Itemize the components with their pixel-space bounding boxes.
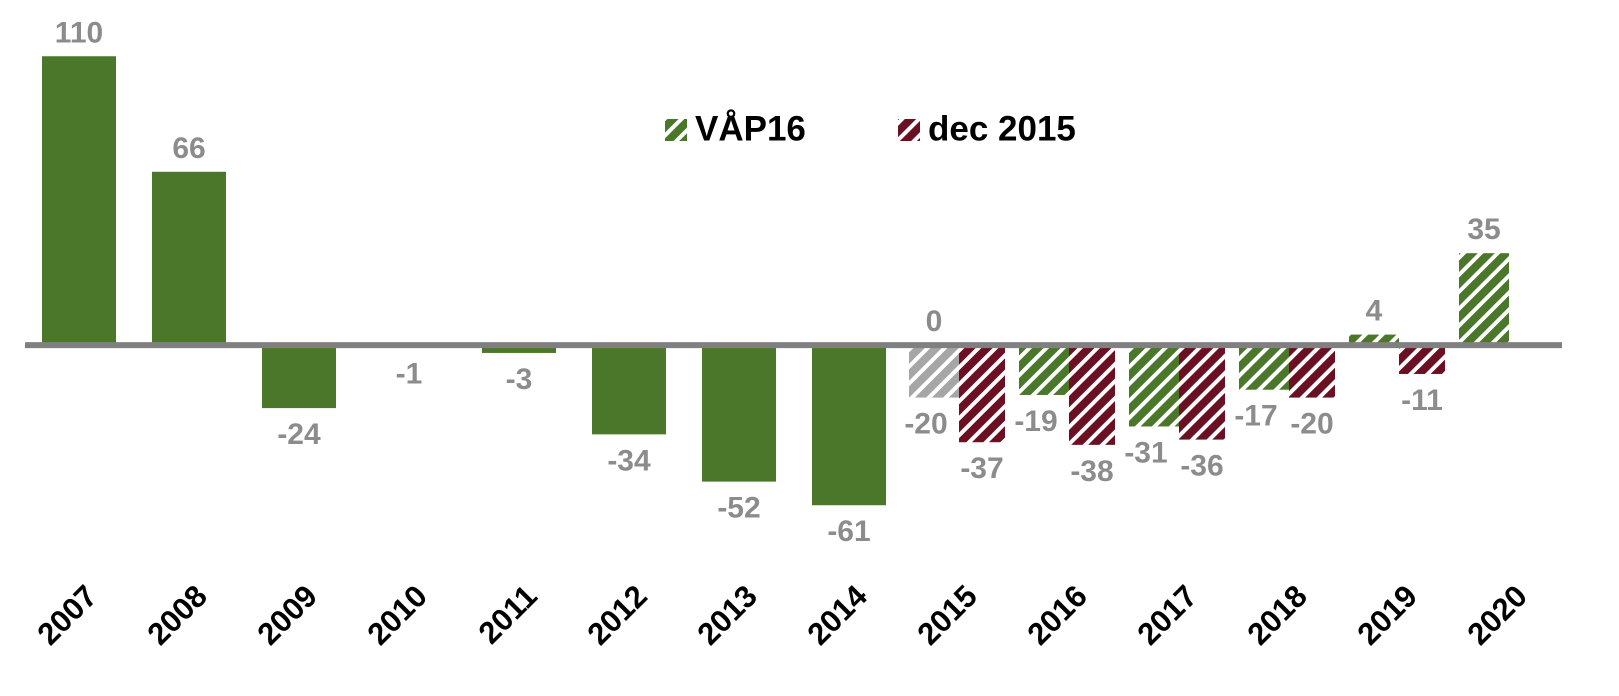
bar [262, 345, 336, 409]
value-label: -61 [827, 515, 870, 548]
legend-label: dec 2015 [928, 109, 1076, 148]
x-tick-label: 2009 [250, 578, 324, 652]
value-label: -38 [1070, 455, 1113, 488]
value-label: -52 [717, 492, 760, 525]
bar [1399, 345, 1445, 374]
value-label: -31 [1124, 436, 1167, 469]
legend-swatch [665, 119, 687, 141]
value-label: -17 [1234, 400, 1277, 433]
bar [702, 345, 776, 482]
x-tick-label: 2017 [1130, 578, 1204, 652]
x-tick-label: 2020 [1460, 578, 1534, 652]
value-label: -20 [904, 408, 947, 441]
x-tick-label: 2010 [360, 578, 434, 652]
x-tick-label: 2013 [690, 578, 764, 652]
bar [812, 345, 886, 506]
bar [959, 345, 1005, 443]
bar [42, 56, 116, 346]
x-tick-label: 2014 [800, 578, 874, 652]
bar [1459, 253, 1509, 346]
bar [482, 345, 556, 353]
bar [1289, 345, 1335, 398]
x-tick-label: 2008 [140, 578, 214, 652]
x-tick-label: 2011 [472, 578, 544, 650]
value-label: -11 [1401, 384, 1443, 417]
x-tick-label: 2012 [580, 578, 654, 652]
value-label: 0 [926, 305, 943, 338]
value-label: -36 [1180, 450, 1223, 483]
bar [152, 171, 226, 346]
bar [1019, 345, 1069, 395]
value-label: 35 [1467, 213, 1500, 246]
value-label: 4 [1366, 295, 1383, 328]
bar [1129, 345, 1179, 427]
value-label: -24 [277, 418, 321, 451]
value-label: -1 [396, 358, 423, 391]
x-tick-label: 2018 [1240, 578, 1314, 652]
value-label: -37 [960, 452, 1003, 485]
x-tick-label: 2007 [30, 578, 104, 652]
value-label: 110 [55, 16, 103, 49]
bar [592, 345, 666, 435]
bar [1179, 345, 1225, 440]
x-tick-label: 2015 [910, 578, 984, 652]
x-tick-label: 2016 [1020, 578, 1094, 652]
value-label: 66 [172, 132, 205, 165]
value-label: -34 [607, 444, 651, 477]
bar [1239, 345, 1289, 390]
legend-label: VÅP16 [695, 108, 806, 148]
bar [1349, 334, 1399, 346]
value-label: -20 [1290, 408, 1333, 441]
bar [1069, 345, 1115, 445]
legend-swatch [898, 119, 920, 141]
x-tick-label: 2019 [1350, 578, 1424, 652]
bar [909, 345, 959, 398]
value-label: -3 [506, 363, 533, 396]
value-label: -19 [1014, 405, 1057, 438]
